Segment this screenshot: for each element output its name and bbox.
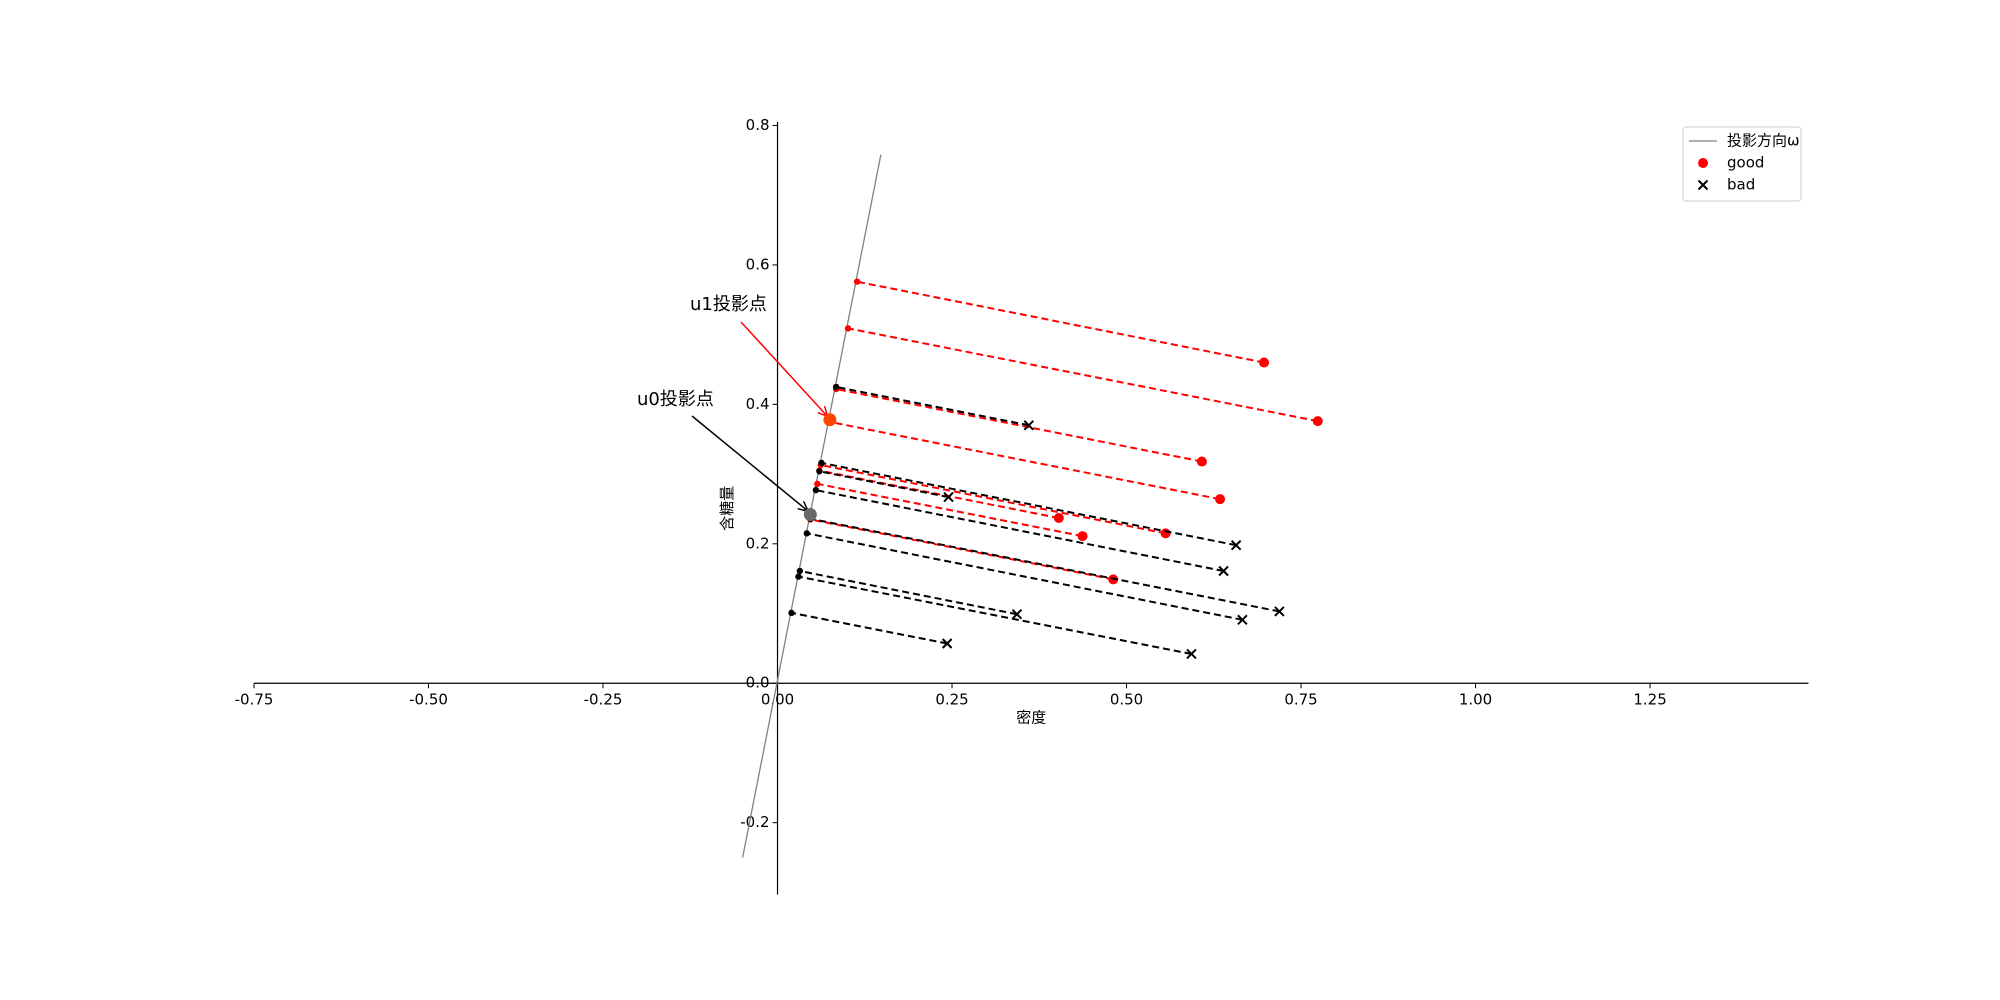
projection-point	[812, 486, 820, 494]
x-tick-label: -0.50	[409, 691, 448, 709]
y-axis-label: 含糖量	[718, 486, 736, 531]
projection-line	[828, 420, 1221, 501]
good-point	[1160, 528, 1171, 539]
projection-point	[853, 278, 861, 285]
projection-line	[821, 461, 1237, 547]
projection-point	[832, 383, 840, 391]
y-tick-label: 0.2	[746, 534, 770, 552]
bad-point	[1186, 648, 1197, 660]
y-tick-label: 0.6	[746, 255, 770, 273]
projection-point	[816, 468, 823, 475]
projection-line	[820, 464, 1166, 535]
projection-line	[819, 469, 1060, 519]
annotation: u1投影点	[690, 294, 767, 315]
good-point	[1215, 494, 1226, 505]
bad-point	[943, 491, 954, 503]
good-point	[1259, 357, 1270, 368]
mean-point	[803, 508, 817, 522]
annotation-arrow	[691, 415, 807, 511]
projection-point	[803, 530, 811, 537]
x-tick-label: 0.00	[761, 691, 794, 709]
projection-point	[814, 480, 821, 488]
projection-line	[799, 570, 1018, 616]
projection-line	[791, 611, 948, 645]
projection-line	[806, 532, 1243, 621]
x-tick-label: 0.75	[1284, 691, 1317, 709]
projection-point	[818, 459, 825, 467]
bad-point	[1023, 420, 1035, 431]
y-tick-label: 0.8	[746, 116, 770, 134]
legend-label: 投影方向ω	[1727, 132, 1800, 150]
x-tick-label: -0.25	[584, 691, 623, 709]
good-point	[1312, 416, 1323, 427]
bad-point	[1011, 609, 1023, 620]
x-tick-label: 0.25	[935, 691, 968, 709]
projection-line	[798, 575, 1192, 655]
projection-point	[795, 573, 802, 580]
projection-line	[847, 327, 1318, 423]
x-tick-label: 1.25	[1633, 691, 1666, 709]
x-tick-label: 0.50	[1110, 691, 1143, 709]
projection-line	[815, 489, 1224, 572]
bad-point	[1237, 614, 1248, 626]
y-tick-label: -0.2	[740, 813, 769, 831]
legend-label: good	[1727, 154, 1764, 172]
annotation-arrow	[740, 321, 827, 416]
projection-line	[810, 517, 1280, 613]
x-tick-label: -0.75	[235, 691, 274, 709]
legend-key	[1698, 158, 1708, 168]
y-tick-label: 0.4	[746, 395, 770, 413]
legend-key	[1697, 179, 1709, 191]
projection-point	[844, 325, 852, 332]
y-tick-label: 0.0	[746, 674, 770, 692]
legend-label: bad	[1727, 176, 1755, 194]
mean-point	[823, 413, 837, 427]
projection-point	[788, 609, 795, 617]
x-tick-label: 1.00	[1459, 691, 1492, 709]
projection-line	[835, 385, 1030, 427]
projection-line	[817, 482, 1083, 538]
good-point	[1077, 531, 1088, 542]
bad-point	[1230, 539, 1242, 551]
x-axis-label: 密度	[1016, 709, 1046, 727]
bad-point	[941, 638, 953, 649]
projection-direction	[741, 154, 882, 858]
projection-line	[856, 280, 1265, 364]
bad-point	[1274, 606, 1285, 617]
projection-point	[796, 567, 804, 575]
good-point	[1196, 456, 1207, 467]
good-point	[1053, 513, 1064, 524]
legend-box	[1682, 126, 1802, 202]
projection-line	[835, 388, 1203, 463]
bad-point	[1218, 565, 1229, 577]
annotation: u0投影点	[637, 389, 714, 410]
